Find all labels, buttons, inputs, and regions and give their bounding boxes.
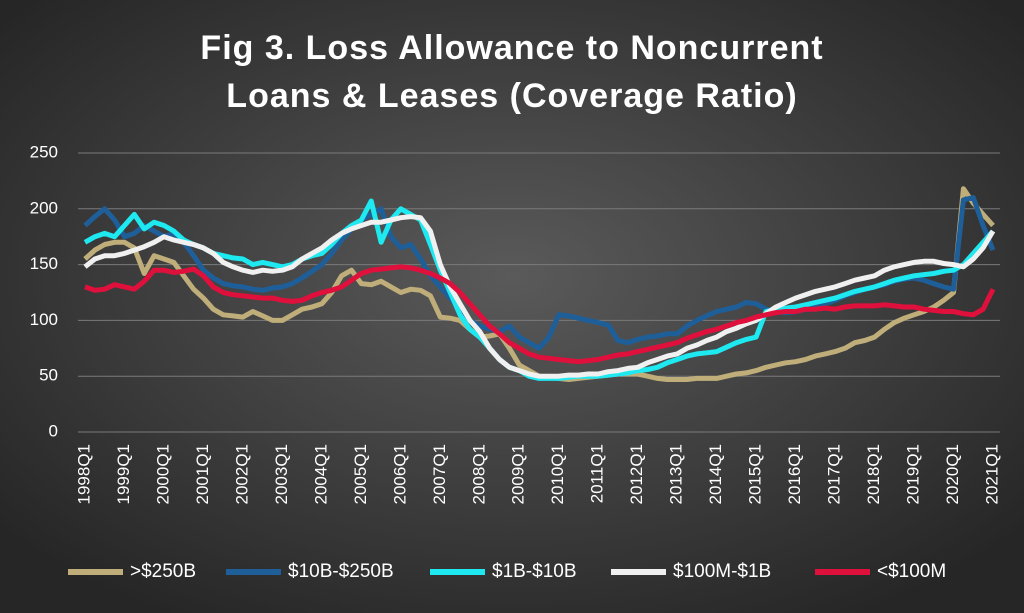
legend-label: <$100M [877,561,946,582]
x-tick-label: 2004Q1 [311,444,330,505]
x-tick-label: 1998Q1 [74,444,93,505]
x-tick-label: 2012Q1 [627,444,646,505]
chart-title: Fig 3. Loss Allowance to Noncurrent [200,29,823,67]
x-tick-label: 2011Q1 [588,444,607,503]
x-tick-label: 2002Q1 [232,444,251,505]
x-tick-label: 2020Q1 [943,444,962,505]
series-line [83,214,996,379]
legend-label: $1B-$10B [492,561,577,582]
y-tick-label: 50 [39,366,58,385]
y-tick-label: 0 [49,421,58,440]
x-tick-label: 2018Q1 [864,444,883,505]
x-tick-label: 2007Q1 [430,444,449,505]
chart-title: Loans & Leases (Coverage Ratio) [226,77,797,115]
legend-label: $100M-$1B [673,561,771,582]
x-tick-label: 2015Q1 [746,444,765,505]
legend-label: >$250B [130,561,196,582]
x-tick-label: 1999Q1 [114,444,133,505]
legend-label: $10B-$250B [288,561,394,582]
x-tick-label: 2014Q1 [706,444,725,505]
x-tick-label: 2016Q1 [785,444,804,505]
x-tick-label: 2019Q1 [904,444,923,505]
y-tick-label: 250 [30,142,58,161]
series-line [84,264,996,365]
x-tick-label: 2021Q1 [982,444,1001,505]
x-tick-label: 2001Q1 [193,444,212,505]
y-tick-label: 150 [30,254,58,273]
y-tick-label: 200 [30,198,58,217]
x-tick-label: 2008Q1 [469,444,488,505]
x-tick-label: 2013Q1 [667,444,686,505]
x-tick-label: 2009Q1 [509,444,528,505]
y-tick-label: 100 [30,310,58,329]
x-tick-label: 2006Q1 [390,444,409,505]
x-tick-label: 2005Q1 [351,444,370,505]
x-tick-label: 2003Q1 [272,444,291,505]
x-tick-label: 2010Q1 [548,444,567,505]
x-tick-label: 2000Q1 [153,444,172,505]
x-tick-label: 2017Q1 [825,444,844,505]
